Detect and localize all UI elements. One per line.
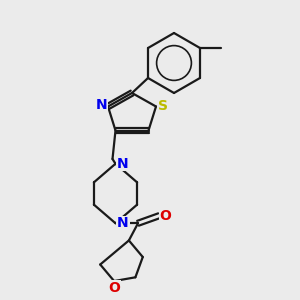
Text: N: N [117,216,129,230]
Text: S: S [158,100,168,113]
Text: N: N [117,157,129,171]
Text: O: O [160,209,172,223]
Text: O: O [108,281,120,295]
Text: N: N [96,98,107,112]
